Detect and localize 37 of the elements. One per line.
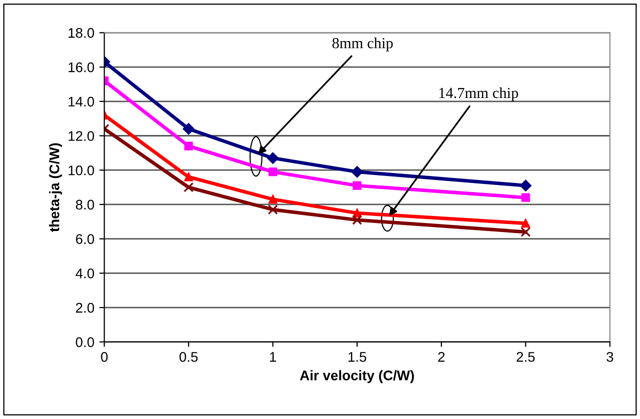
y-tick-label: 14.0 [68, 96, 94, 107]
x-tick-label: 1 [270, 352, 276, 362]
point [184, 182, 194, 192]
point [268, 204, 278, 215]
y-tick-label: 0.0 [76, 337, 94, 348]
x-tick-label: 2.5 [516, 352, 535, 362]
y-tick-label: 12.0 [68, 131, 94, 141]
point [352, 181, 362, 190]
point [184, 172, 193, 182]
y-tick-label: 16.0 [68, 62, 94, 72]
y-tick-label: 10.0 [68, 165, 94, 176]
x-tick-label: 1.5 [348, 352, 366, 362]
x-tick-label: 0 [101, 352, 108, 362]
point [520, 226, 531, 237]
point [268, 168, 278, 176]
annotation: 14.7mm chip [439, 87, 518, 102]
x-axis-title: Air velocity (C/W) [300, 370, 414, 384]
x-tick-label: 0.5 [179, 352, 198, 362]
y-tick-label: 4.0 [76, 268, 94, 278]
point [351, 166, 363, 178]
x-tick-label: 3 [606, 352, 614, 362]
point [520, 180, 532, 192]
point [184, 142, 193, 150]
y-tick-label: 6.0 [76, 234, 94, 244]
point [352, 208, 362, 218]
point [521, 193, 530, 202]
y-axis-title: theta-ja (C/W) [49, 143, 62, 232]
annotation: 8mm chip [332, 38, 393, 52]
point [352, 214, 362, 225]
y-tick-label: 2.0 [76, 302, 94, 313]
point [182, 123, 194, 135]
point [521, 219, 530, 228]
y-tick-label: 8.0 [76, 200, 94, 210]
point [268, 195, 278, 204]
x-tick-label: 2 [438, 352, 445, 362]
y-tick-label: 18.0 [68, 28, 94, 38]
point [267, 152, 279, 164]
